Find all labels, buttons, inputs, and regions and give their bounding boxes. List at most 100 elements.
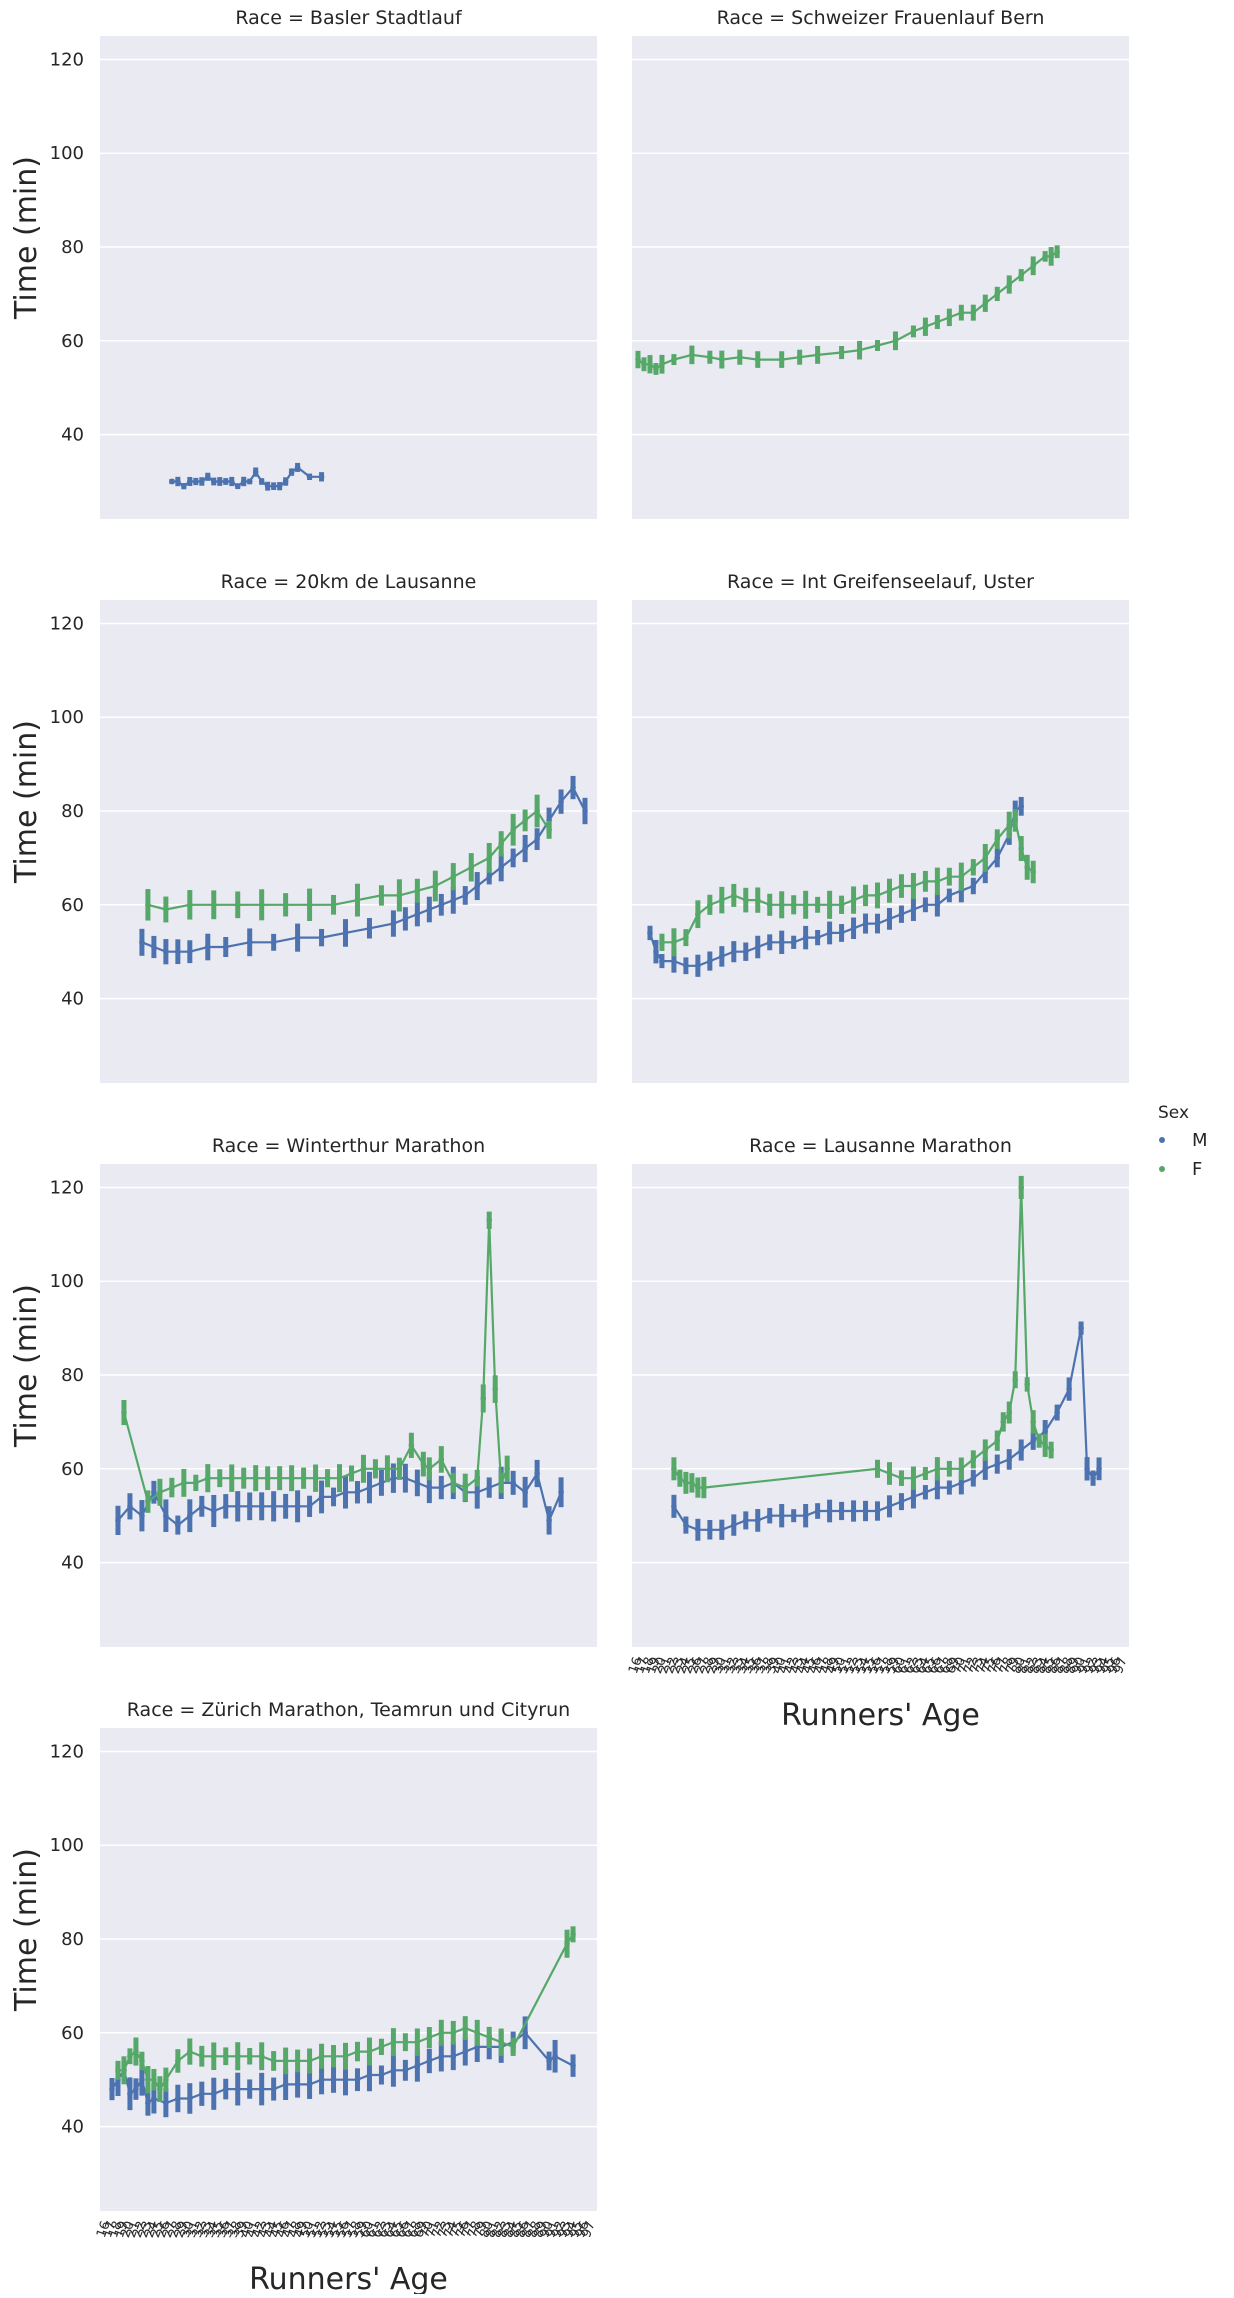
data-point [659, 958, 665, 964]
data-point [838, 349, 845, 356]
data-point [504, 1466, 510, 1472]
x-tick-label: 80 [477, 2219, 497, 2240]
data-point [282, 2081, 289, 2088]
data-point [252, 1475, 259, 1481]
data-point [318, 1494, 325, 1500]
x-tick-label: 34 [734, 1655, 754, 1676]
x-tick-label: 49 [292, 2219, 312, 2240]
data-point [742, 948, 749, 955]
data-point [276, 1475, 283, 1481]
y-tick-label: 80 [61, 801, 84, 822]
x-tick-label: 65 [387, 2219, 407, 2240]
x-tick-label: 54 [854, 1655, 874, 1676]
data-point [258, 1503, 265, 1510]
data-point [133, 2048, 139, 2055]
x-tick-label: 83 [1027, 1655, 1047, 1676]
data-point [342, 1489, 349, 1496]
data-point [414, 2039, 421, 2045]
x-tick-label: 89 [1063, 1655, 1083, 1676]
x-tick-label: 31 [184, 2219, 204, 2240]
data-point [270, 1503, 277, 1510]
series-M [139, 775, 588, 965]
x-tick-label: 19 [112, 2219, 132, 2240]
facet-title: Race = Winterthur Marathon [212, 1135, 485, 1157]
y-axis-label: Time (min) [9, 1848, 44, 2012]
data-point [258, 2086, 265, 2092]
data-point [246, 478, 253, 485]
x-tick-label: 68 [937, 1655, 957, 1676]
x-tick-label: 24 [142, 2219, 162, 2240]
facet-title: Race = Basler Stadtlauf [235, 7, 463, 29]
data-point [570, 784, 576, 791]
x-tick-label: 69 [943, 1655, 963, 1676]
x-tick-label: 31 [716, 1655, 736, 1676]
data-point [175, 948, 181, 955]
x-tick-label: 83 [495, 2219, 515, 2240]
data-point [234, 2086, 241, 2092]
x-tick-label: 45 [268, 2219, 288, 2240]
data-point [695, 962, 701, 969]
data-point [790, 1512, 797, 1519]
data-point [647, 930, 653, 936]
data-point [414, 911, 421, 917]
data-point [216, 478, 223, 485]
data-point [671, 939, 677, 946]
data-point [294, 934, 301, 941]
x-tick-label: 82 [1021, 1655, 1041, 1676]
x-tick-label: 49 [824, 1655, 844, 1676]
x-tick-label: 44 [794, 1655, 814, 1676]
x-axis-label: Runners' Age [781, 1698, 980, 1733]
data-point [187, 1512, 193, 1519]
x-tick-label: 39 [764, 1655, 784, 1676]
data-point [910, 1494, 917, 1500]
data-point [958, 309, 965, 316]
plot-background [100, 1728, 597, 2211]
x-tick-label: 51 [836, 1655, 856, 1676]
x-tick-label: 70 [949, 1655, 969, 1676]
data-point [934, 1484, 941, 1491]
x-tick-label: 34 [202, 2219, 222, 2240]
x-tick-label: 30 [178, 2219, 198, 2240]
x-tick-label: 28 [166, 2219, 186, 2240]
x-tick-label: 52 [842, 1655, 862, 1676]
x-tick-label: 27 [692, 1655, 712, 1676]
data-point [522, 1489, 528, 1496]
data-point [719, 897, 725, 903]
data-point [1018, 1184, 1025, 1191]
data-point [790, 902, 797, 908]
data-point [354, 897, 361, 903]
data-point [653, 948, 659, 955]
data-point [276, 483, 283, 489]
x-tick-label: 21 [124, 2219, 144, 2240]
data-point [570, 2062, 576, 2069]
data-point [826, 930, 833, 936]
x-tick-label: 94 [1093, 1655, 1113, 1676]
data-point [288, 469, 295, 475]
x-tick-label: 78 [465, 2219, 485, 2240]
data-point [151, 2095, 157, 2102]
data-point [450, 2053, 457, 2060]
data-point [193, 1480, 199, 1486]
x-tick-label: 62 [901, 1655, 921, 1676]
x-tick-label: 67 [931, 1655, 951, 1676]
x-tick-label: 40 [238, 2219, 258, 2240]
data-point [754, 356, 761, 363]
x-tick-label: 73 [435, 2219, 455, 2240]
data-point [187, 902, 193, 908]
x-tick-label: 59 [884, 1655, 904, 1676]
data-point [324, 1475, 331, 1481]
x-tick-label: 25 [680, 1655, 700, 1676]
data-point [402, 2039, 409, 2045]
x-tick-label: 56 [866, 1655, 886, 1676]
x-tick-label: 80 [1009, 1655, 1029, 1676]
x-tick-label: 59 [352, 2219, 372, 2240]
data-point [127, 2053, 133, 2060]
data-point [910, 906, 917, 913]
data-point [228, 478, 235, 485]
data-point [414, 887, 421, 894]
data-point [946, 1484, 953, 1491]
data-point [234, 483, 241, 489]
data-point [778, 356, 785, 363]
data-point [1030, 1419, 1036, 1425]
data-point [922, 902, 929, 908]
